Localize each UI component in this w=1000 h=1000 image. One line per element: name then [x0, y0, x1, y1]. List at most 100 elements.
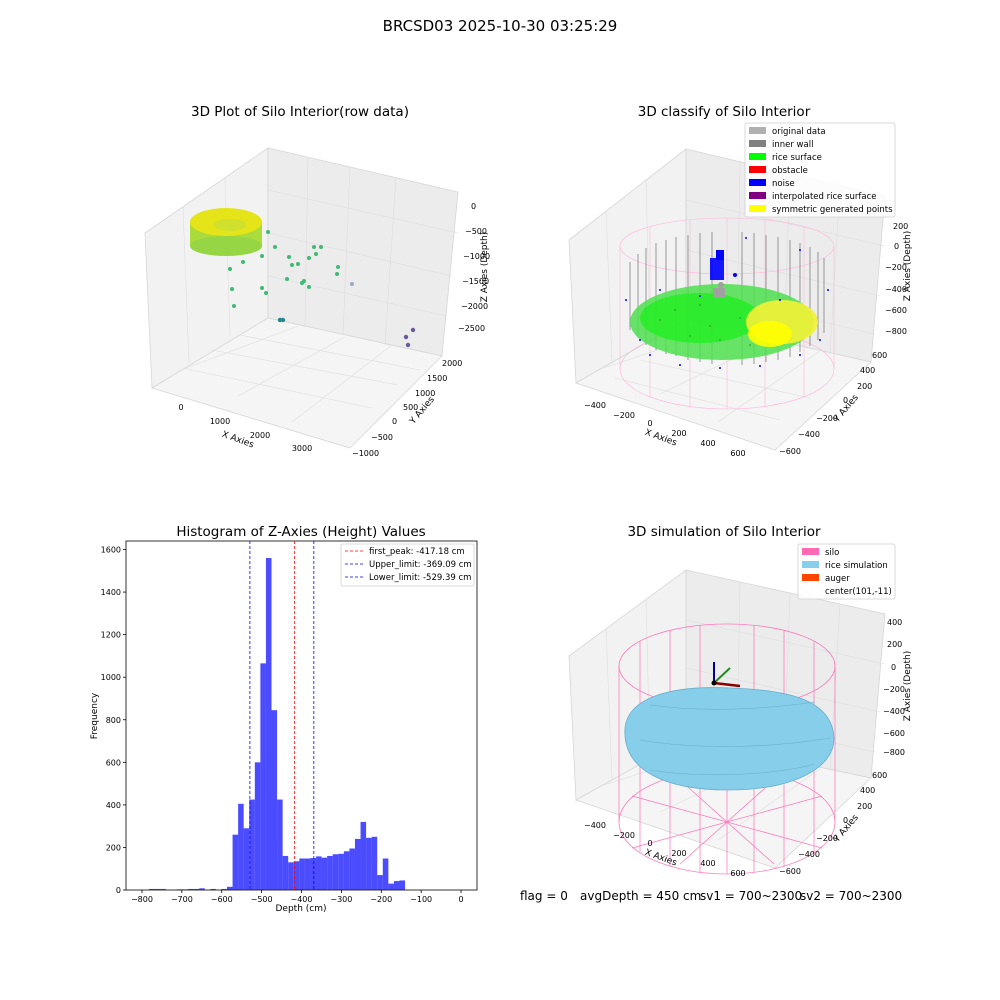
raw-x-ticks: 0 1000 2000 3000 — [178, 403, 312, 453]
footer-sv1: sv1 = 700~2300 — [700, 889, 802, 903]
histogram-legend-label: Upper_limit: -369.09 cm — [369, 560, 472, 570]
histogram-bar — [149, 888, 155, 890]
histogram-x-tick-label: −500 — [251, 895, 273, 904]
histogram-x-label: Depth (cm) — [275, 904, 326, 914]
histogram-bar — [249, 799, 255, 890]
classify-legend-item: rice surface — [749, 153, 822, 163]
svg-text:0: 0 — [471, 202, 476, 211]
histogram-y-ticks: 0 200 400 600 800 1000 1200 1400 1600 — [101, 546, 126, 895]
panel-histogram: Histogram of Z-Axies (Height) Values −80… — [90, 524, 478, 914]
svg-text:400: 400 — [700, 859, 715, 868]
svg-text:600: 600 — [730, 449, 745, 458]
svg-text:200: 200 — [671, 429, 686, 438]
simulation-legend: silo rice simulation auger center(101,-1… — [797, 543, 896, 600]
simulation-y-ticks: −600 −400 −200 0 200 400 600 — [779, 771, 887, 876]
svg-text:−200: −200 — [885, 263, 907, 272]
svg-text:400: 400 — [860, 366, 875, 375]
footer-flag: flag = 0 — [520, 889, 568, 903]
svg-text:−200: −200 — [883, 685, 905, 694]
svg-text:0: 0 — [392, 417, 397, 426]
classify-legend-item: original data — [749, 127, 826, 137]
svg-text:−1000: −1000 — [352, 449, 379, 458]
svg-text:−400: −400 — [798, 430, 820, 439]
svg-text:silo: silo — [825, 548, 839, 558]
footer-sv2: sv2 = 700~2300 — [800, 889, 902, 903]
svg-text:obstacle: obstacle — [772, 166, 808, 176]
histogram-bar — [226, 886, 233, 890]
svg-text:−800: −800 — [885, 327, 907, 336]
classify-legend-item: obstacle — [749, 166, 808, 176]
simulation-rice-surface — [624, 687, 835, 791]
svg-text:−600: −600 — [779, 867, 801, 876]
svg-text:600: 600 — [872, 771, 887, 780]
simulation-z-label: Z Axies (Depth) — [903, 651, 913, 722]
histogram-legend-label: Lower_limit: -529.39 cm — [369, 573, 471, 583]
svg-text:−500: −500 — [465, 227, 487, 236]
histogram-bar — [310, 858, 317, 890]
simulation-z-ticks: 400 200 0 −200 −400 −600 −800 — [883, 618, 905, 757]
histogram-bar — [282, 855, 289, 890]
simulation-legend-item: silo — [802, 548, 839, 558]
classify-z-ticks: 200 0 −200 −400 −600 −800 — [885, 222, 908, 336]
histogram-bar — [232, 834, 239, 890]
svg-text:0: 0 — [891, 663, 896, 672]
svg-text:0: 0 — [647, 419, 652, 428]
simulation-legend-item: center(101,-11) — [825, 587, 892, 597]
histogram-bar — [277, 799, 283, 890]
histogram-bar — [299, 858, 305, 890]
panel-simulation-3d: 3D simulation of Silo Interior — [568, 524, 913, 878]
classify-legend: original data inner wall rice surface ob… — [744, 122, 896, 218]
svg-text:3000: 3000 — [292, 444, 312, 453]
histogram-bar — [271, 710, 278, 890]
histogram-y-tick-label: 1600 — [101, 546, 121, 555]
panel-raw-3d: 3D Plot of Silo Interior(row data) — [144, 104, 490, 458]
histogram-x-tick-label: −100 — [410, 895, 432, 904]
svg-text:2000: 2000 — [442, 359, 462, 368]
histogram-bar — [238, 803, 244, 890]
svg-text:−600: −600 — [779, 447, 801, 456]
footer-avg-depth: avgDepth = 450 cm — [580, 889, 701, 903]
simulation-auger — [711, 662, 741, 688]
histogram-x-tick-label: −200 — [370, 895, 392, 904]
simulation-legend-item: rice simulation — [802, 561, 888, 571]
histogram-y-label: Frequency — [90, 692, 100, 739]
svg-text:200: 200 — [893, 222, 908, 231]
histogram-legend: first_peak: -417.18 cm Upper_limit: -369.… — [340, 543, 475, 587]
histogram-x-tick-label: 0 — [458, 895, 463, 904]
histogram-title: Histogram of Z-Axies (Height) Values — [176, 524, 425, 540]
histogram-x-tick-label: −400 — [291, 895, 313, 904]
raw-point-cloud — [190, 208, 416, 348]
histogram-x-tick-label: −800 — [131, 895, 153, 904]
svg-text:1000: 1000 — [415, 389, 435, 398]
histogram-bar — [399, 880, 406, 890]
panel-raw-title: 3D Plot of Silo Interior(row data) — [191, 104, 409, 120]
classify-legend-item: symmetric generated points — [749, 205, 893, 215]
svg-text:noise: noise — [772, 179, 795, 189]
histogram-bar — [360, 821, 367, 890]
status-footer: flag = 0 avgDepth = 450 cm sv1 = 700~230… — [520, 889, 902, 903]
histogram-bar — [349, 848, 355, 890]
svg-text:600: 600 — [730, 869, 745, 878]
raw-y-ticks: −1000 −500 0 500 1000 1500 2000 — [352, 359, 462, 458]
histogram-x-tick-label: −700 — [171, 895, 193, 904]
histogram-x-ticks: −800 −700 −600 −500 −400 −300 −200 −100 0 — [131, 890, 464, 904]
svg-text:−500: −500 — [371, 433, 393, 442]
svg-text:0: 0 — [178, 403, 183, 412]
histogram-y-tick-label: 1400 — [101, 588, 121, 597]
svg-text:center(101,-11): center(101,-11) — [825, 587, 892, 597]
classify-original-data — [713, 282, 725, 298]
histogram-bar — [199, 888, 205, 890]
classify-legend-item: inner wall — [749, 140, 813, 150]
classify-rice-surface — [630, 284, 818, 360]
histogram-bar — [265, 558, 272, 890]
svg-text:−800: −800 — [883, 748, 905, 757]
svg-text:−400: −400 — [798, 850, 820, 859]
svg-text:−400: −400 — [584, 821, 606, 830]
histogram-bar — [343, 851, 350, 890]
histogram-x-tick-label: −300 — [330, 895, 352, 904]
histogram-bar — [304, 858, 311, 890]
histogram-bar — [243, 828, 250, 890]
histogram-bar — [182, 889, 189, 890]
histogram-bar — [160, 888, 166, 890]
simulation-x-ticks: −400 −200 0 200 400 600 — [584, 821, 746, 878]
